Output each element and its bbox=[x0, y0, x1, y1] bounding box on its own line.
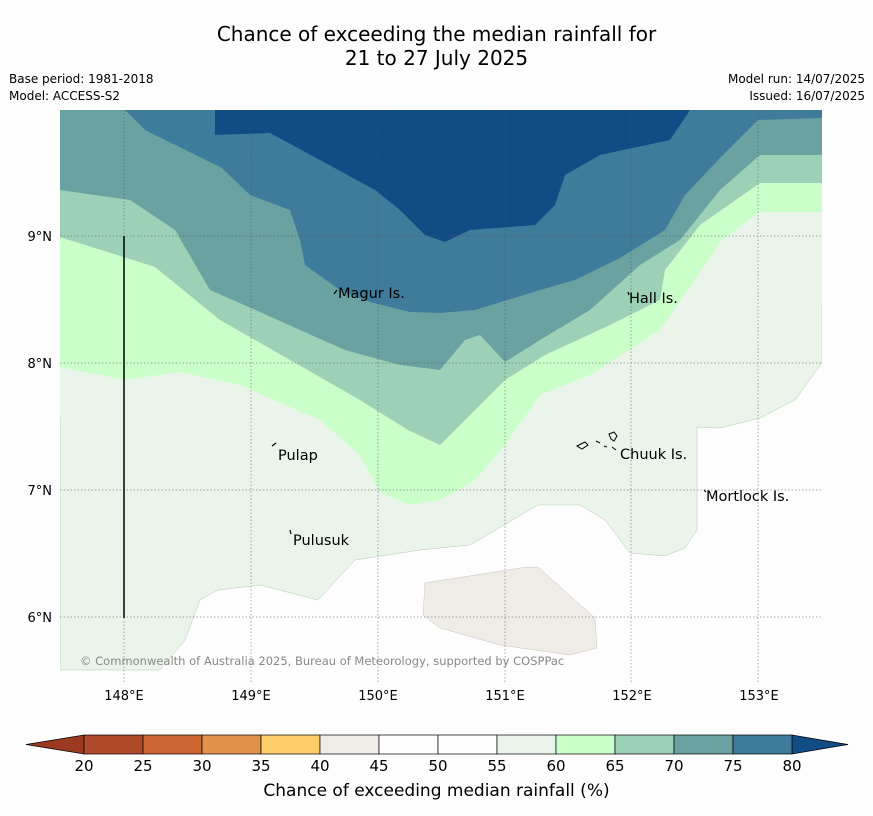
lon-label-153: 153°E bbox=[739, 689, 779, 704]
lat-labels: 9°N 8°N 7°N 6°N bbox=[28, 230, 53, 626]
meta-left: Base period: 1981-2018 Model: ACCESS-S2 bbox=[9, 71, 154, 105]
colorbar-segment-9 bbox=[614, 734, 675, 755]
colorbar-segment-7 bbox=[496, 734, 557, 755]
lon-labels: 148°E 149°E 150°E 151°E 152°E 153°E bbox=[104, 689, 779, 704]
colorbar-tick-55: 55 bbox=[487, 757, 506, 775]
lat-label-9: 9°N bbox=[28, 230, 53, 245]
copyright-notice: © Commonwealth of Australia 2025, Bureau… bbox=[80, 654, 564, 668]
colorbar: 20 25 30 35 40 45 50 55 60 65 70 75 80 bbox=[25, 734, 849, 775]
colorbar-tick-80: 80 bbox=[782, 757, 801, 775]
contour-layer bbox=[60, 110, 822, 682]
colorbar-tick-20: 20 bbox=[74, 757, 93, 775]
chuuk-islands bbox=[575, 431, 618, 451]
colorbar-tick-45: 45 bbox=[369, 757, 388, 775]
colorbar-under-arrow bbox=[25, 734, 85, 755]
title-line-1: Chance of exceeding the median rainfall … bbox=[216, 22, 657, 46]
island-markers bbox=[271, 289, 707, 535]
colorbar-tick-30: 30 bbox=[192, 757, 211, 775]
lon-label-151: 151°E bbox=[485, 689, 525, 704]
lon-label-148: 148°E bbox=[104, 689, 144, 704]
colorbar-segment-3 bbox=[260, 734, 321, 755]
colorbar-tick-40: 40 bbox=[310, 757, 329, 775]
place-magur: Magur Is. bbox=[338, 286, 405, 302]
place-chuuk: Chuuk Is. bbox=[620, 447, 687, 463]
place-mortlock: Mortlock Is. bbox=[706, 489, 789, 505]
lon-label-150: 150°E bbox=[358, 689, 398, 704]
colorbar-segment-6 bbox=[437, 734, 498, 755]
graticule bbox=[60, 110, 822, 682]
colorbar-over-arrow bbox=[791, 734, 849, 755]
lat-label-8: 8°N bbox=[28, 357, 53, 372]
colorbar-segment-1 bbox=[142, 734, 203, 755]
title-line-2: 21 to 27 July 2025 bbox=[344, 46, 529, 70]
model-name: Model: ACCESS-S2 bbox=[9, 89, 121, 103]
place-hall: Hall Is. bbox=[629, 291, 678, 307]
colorbar-tick-65: 65 bbox=[605, 757, 624, 775]
colorbar-label: Chance of exceeding median rainfall (%) bbox=[263, 781, 610, 801]
place-labels: Magur Is. Hall Is. Pulap Chuuk Is. Mortl… bbox=[278, 286, 789, 549]
colorbar-tick-25: 25 bbox=[133, 757, 152, 775]
lon-label-152: 152°E bbox=[612, 689, 652, 704]
colorbar-tick-60: 60 bbox=[546, 757, 565, 775]
lat-label-6: 6°N bbox=[28, 611, 53, 626]
issued-date: Issued: 16/07/2025 bbox=[749, 89, 865, 103]
contour-40-45 bbox=[422, 566, 598, 656]
lat-label-7: 7°N bbox=[28, 484, 53, 499]
colorbar-tick-70: 70 bbox=[664, 757, 683, 775]
colorbar-segment-5 bbox=[378, 734, 439, 755]
map-title: Chance of exceeding the median rainfall … bbox=[0, 22, 873, 70]
colorbar-segment-2 bbox=[201, 734, 262, 755]
colorbar-tick-50: 50 bbox=[428, 757, 447, 775]
place-pulap: Pulap bbox=[278, 448, 318, 464]
colorbar-segment-4 bbox=[319, 734, 380, 755]
meta-right: Model run: 14/07/2025 Issued: 16/07/2025 bbox=[728, 71, 865, 105]
colorbar-segment-11 bbox=[732, 734, 793, 755]
colorbar-tick-75: 75 bbox=[723, 757, 742, 775]
base-period: Base period: 1981-2018 bbox=[9, 72, 154, 86]
colorbar-segment-8 bbox=[555, 734, 616, 755]
contour-above-85 bbox=[215, 110, 690, 242]
model-run: Model run: 14/07/2025 bbox=[727, 72, 865, 86]
place-pulusuk: Pulusuk bbox=[293, 533, 350, 549]
colorbar-segment-0 bbox=[83, 734, 144, 755]
colorbar-segment-10 bbox=[673, 734, 734, 755]
lon-label-149: 149°E bbox=[231, 689, 271, 704]
colorbar-tick-35: 35 bbox=[251, 757, 270, 775]
